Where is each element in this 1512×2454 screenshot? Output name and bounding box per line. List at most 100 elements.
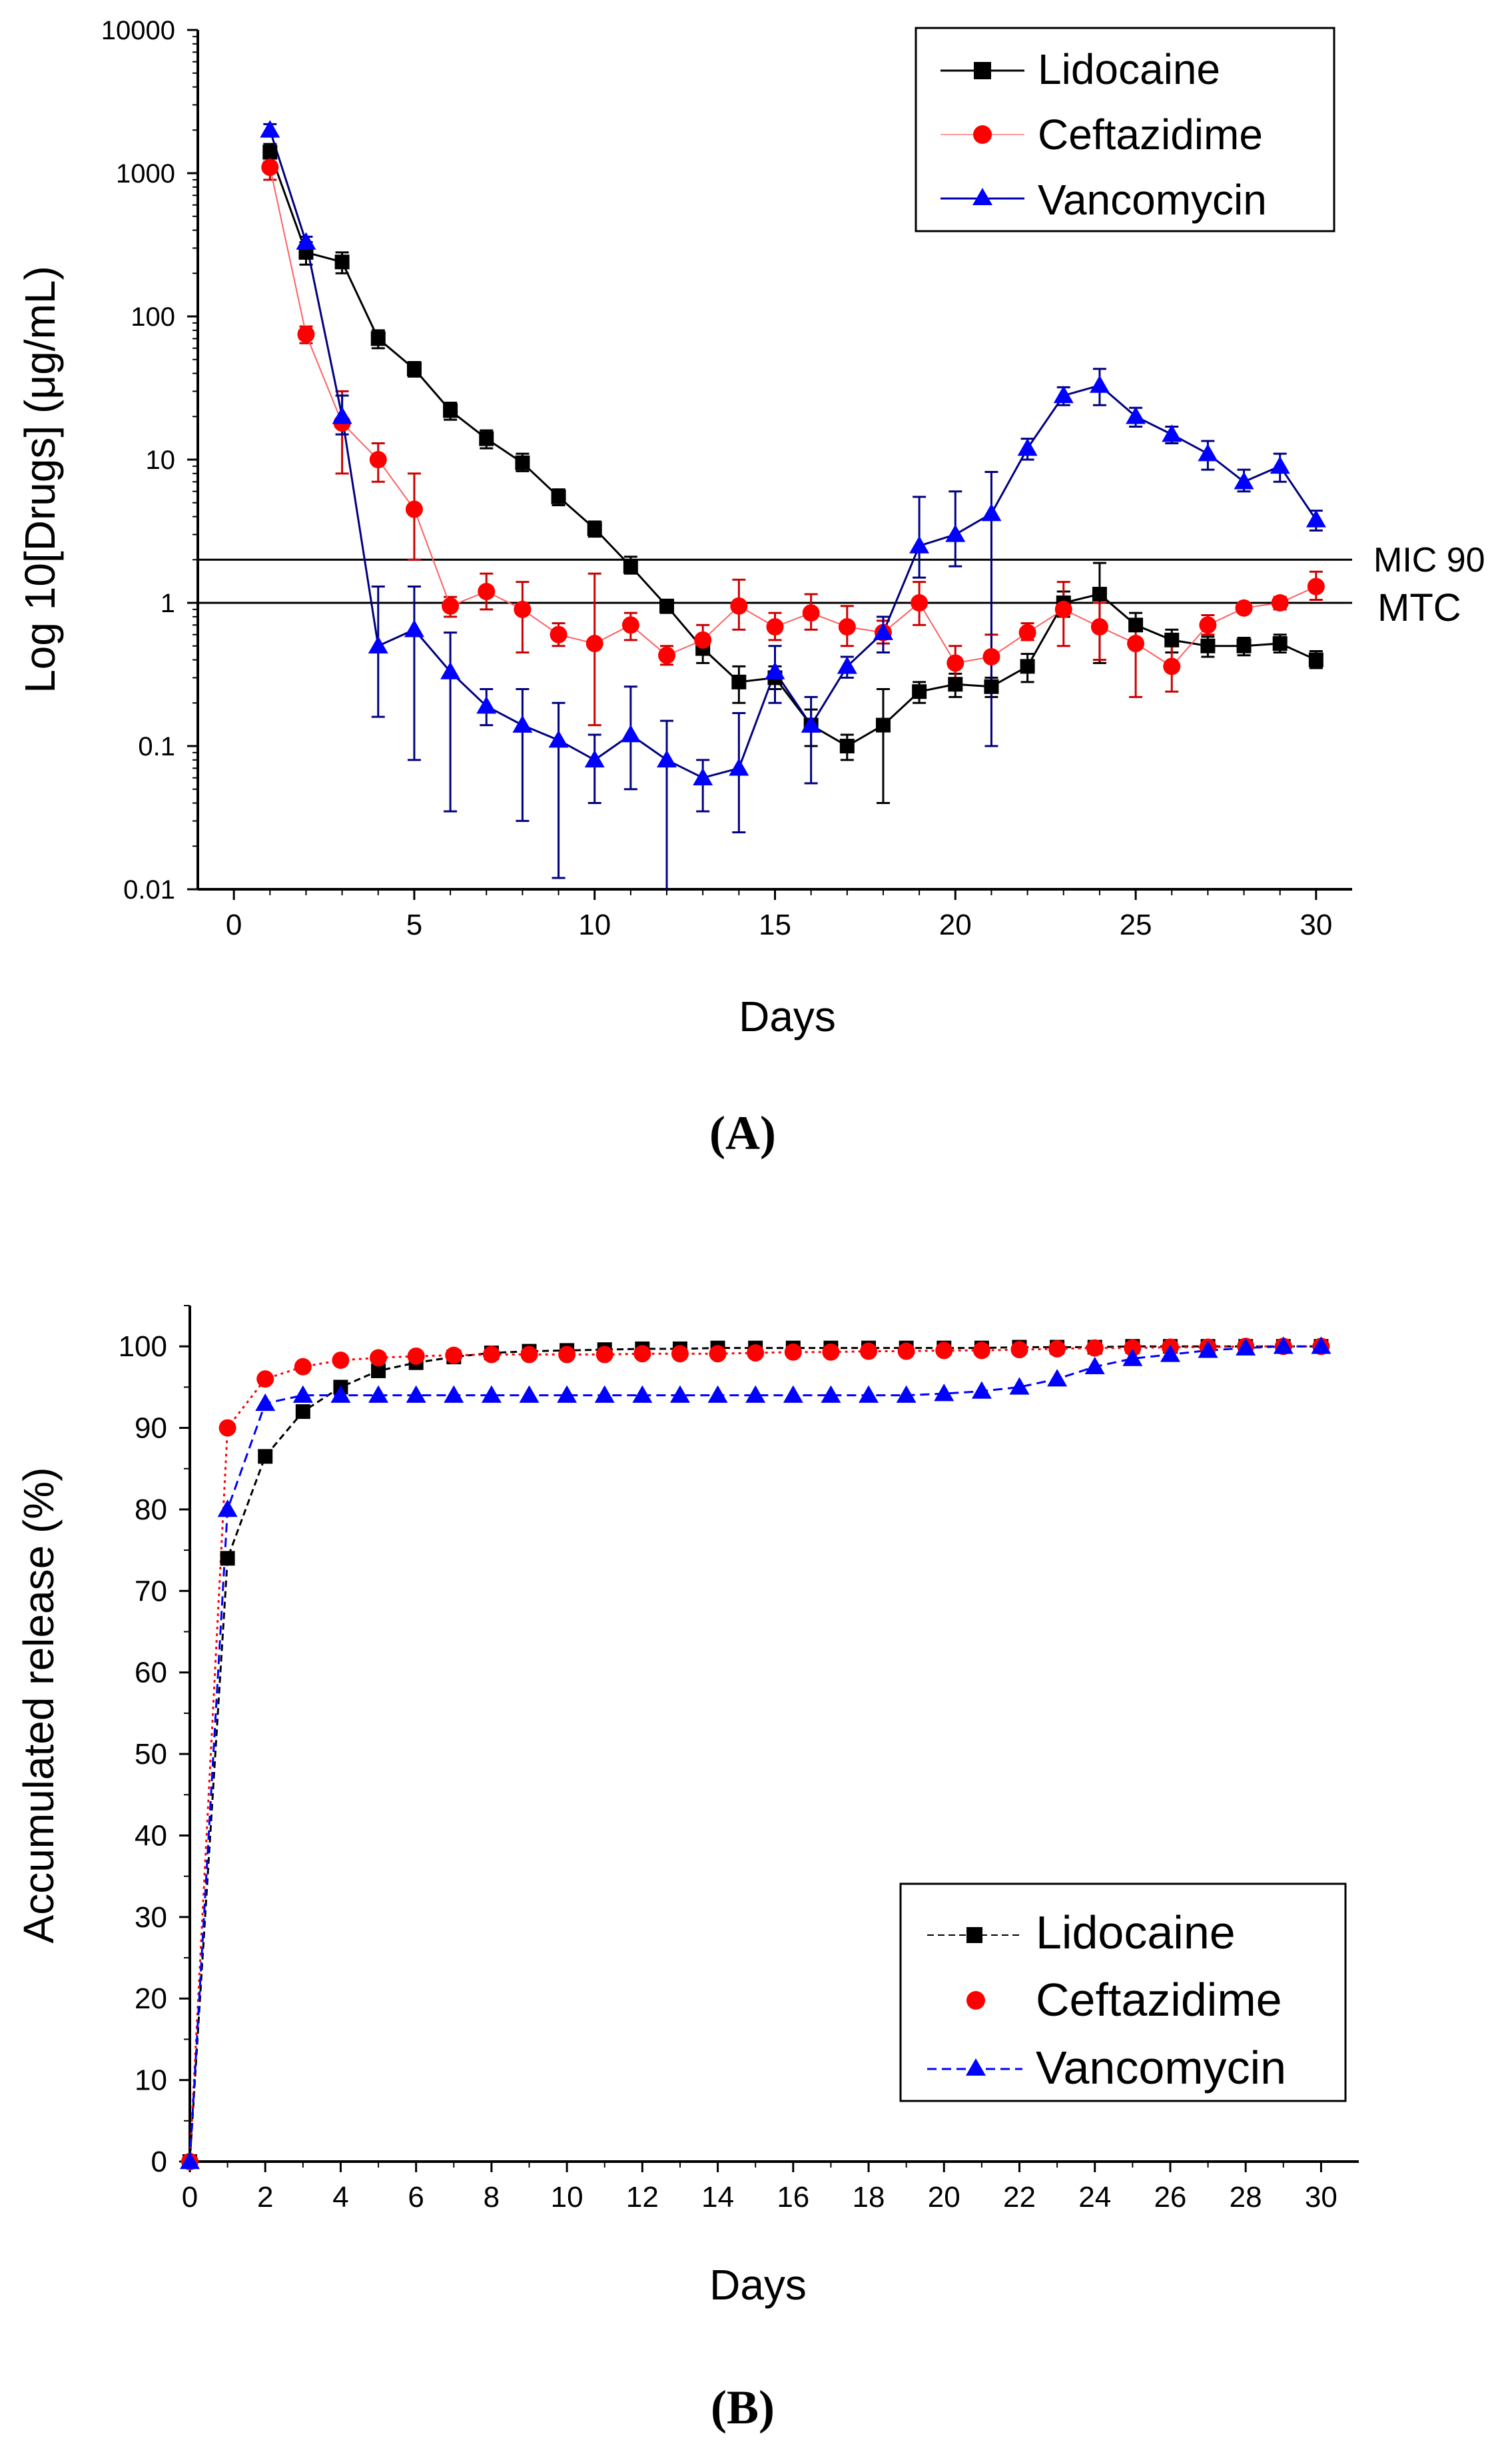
- panel-a-x-axis-title: Days: [739, 993, 836, 1040]
- vancomycin-point-a: [1089, 375, 1110, 393]
- legend-b-ceftazidime: Ceftazidime: [966, 1974, 1282, 2026]
- vancomycin-point-a: [945, 524, 966, 542]
- vancomycin-point-a: [1017, 438, 1038, 456]
- ceftazidime-point-b: [558, 1346, 576, 1364]
- ceftazidime-point-a: [478, 582, 496, 600]
- legend-a-vancomycin-label: Vancomycin: [1038, 176, 1267, 224]
- legend-b-lidocaine: Lidocaine: [927, 1906, 1236, 1958]
- panel-b-x-tick-label: 30: [1305, 2181, 1337, 2214]
- vancomycin-point-b: [859, 1385, 879, 1403]
- ceftazidime-point-b: [256, 1370, 274, 1388]
- lidocaine-point-a: [515, 455, 530, 470]
- ceftazidime-point-b: [747, 1344, 765, 1362]
- vancomycin-point-b: [444, 1385, 464, 1403]
- vancomycin-point-a: [1234, 472, 1254, 490]
- vancomycin-point-b: [594, 1385, 615, 1403]
- vancomycin-point-a: [1126, 406, 1146, 424]
- panel-b-legend: Lidocaine Ceftazidime Vancomycin: [899, 1882, 1347, 2102]
- vancomycin-point-b: [1236, 1338, 1256, 1356]
- panel-b-y-tick-label: 70: [135, 1575, 167, 1607]
- ceftazidime-point-b: [671, 1345, 689, 1363]
- vancomycin-point-b: [1198, 1340, 1218, 1358]
- vancomycin-point-b: [255, 1393, 276, 1412]
- ceftazidime-point-b: [822, 1343, 840, 1361]
- vancomycin-point-b: [896, 1385, 917, 1403]
- panel-a-y-tick-label: 0.01: [123, 875, 175, 905]
- vancomycin-point-b: [669, 1385, 690, 1403]
- ceftazidime-point-b: [633, 1345, 651, 1363]
- panel-b-y-tick-label: 30: [135, 1901, 167, 1934]
- vancomycin-point-a: [584, 749, 605, 768]
- ceftazidime-point-b: [332, 1351, 350, 1369]
- panel-b-x-tick-label: 8: [484, 2181, 500, 2214]
- ceftazidime-point-b: [1086, 1339, 1104, 1357]
- lidocaine-point-a: [262, 145, 278, 160]
- vancomycin-point-b: [557, 1385, 577, 1403]
- ceftazidime-point-b: [218, 1419, 236, 1437]
- lidocaine-point-a: [1128, 617, 1144, 633]
- ceftazidime-point-a: [694, 631, 712, 649]
- ceftazidime-point-a: [1127, 635, 1145, 653]
- panel-a-y-tick-label: 1000: [116, 159, 175, 189]
- ceftazidime-point-b: [860, 1342, 878, 1360]
- ceftazidime-point-b: [294, 1358, 312, 1376]
- legend-b-vancomycin-label: Vancomycin: [1036, 2042, 1286, 2094]
- vancomycin-point-b: [783, 1385, 803, 1403]
- vancomycin-point-a: [368, 635, 388, 653]
- vancomycin-point-b: [217, 1499, 238, 1517]
- lidocaine-point-a: [1200, 638, 1216, 653]
- vancomycin-point-b: [406, 1385, 426, 1403]
- lidocaine-point-a: [1092, 586, 1107, 602]
- vancomycin-point-a: [548, 730, 569, 748]
- panel-b-y-tick-label: 80: [135, 1493, 167, 1526]
- panel-b-x-tick-label: 4: [332, 2181, 348, 2214]
- vancomycin-point-b: [1160, 1344, 1180, 1362]
- panel-b-x-tick-label: 26: [1154, 2181, 1186, 2214]
- panel-b-y-tick-label: 0: [151, 2146, 167, 2178]
- panel-a-y-tick-label: 100: [131, 302, 175, 332]
- vancomycin-point-b: [481, 1385, 502, 1403]
- ceftazidime-point-a: [261, 159, 279, 177]
- vancomycin-point-b: [745, 1385, 766, 1403]
- panel-b-x-tick-label: 2: [257, 2181, 273, 2214]
- lidocaine-point-a: [623, 559, 638, 574]
- lidocaine-point-a: [875, 717, 891, 733]
- panel-b-y-tick-label: 20: [135, 1982, 167, 2015]
- vancomycin-point-a: [620, 724, 641, 743]
- lidocaine-point-a: [839, 739, 855, 753]
- ceftazidime-point-b: [482, 1346, 500, 1364]
- lidocaine-point-a: [1272, 636, 1288, 651]
- ceftazidime-point-a: [1271, 594, 1289, 612]
- panel-b-label: (B): [711, 2381, 775, 2434]
- ceftazidime-point-a: [838, 618, 856, 636]
- vancomycin-point-a: [1162, 424, 1182, 442]
- legend-a-vancomycin: Vancomycin: [941, 176, 1267, 224]
- ceftazidime-point-a: [405, 500, 423, 518]
- panel-a-y-tick-label: 10000: [101, 16, 175, 45]
- vancomycin-point-a: [1270, 456, 1290, 474]
- ceftazidime-point-a: [802, 604, 820, 622]
- lidocaine-point-a: [659, 598, 675, 614]
- panel-a-x-tick-label: 25: [1120, 909, 1152, 941]
- vancomycin-point-a: [1306, 510, 1326, 528]
- lidocaine-point-a: [1020, 659, 1035, 674]
- ceftazidime-point-b: [1048, 1340, 1066, 1358]
- vancomycin-point-a: [296, 232, 316, 250]
- lidocaine-point-a: [731, 674, 747, 689]
- ceftazidime-point-a: [658, 646, 676, 664]
- lidocaine-point-a: [334, 254, 350, 270]
- vancomycin-point-a: [476, 696, 497, 714]
- vancomycin-point-b: [180, 2152, 200, 2170]
- panel-b-x-tick-label: 20: [928, 2181, 960, 2214]
- ceftazidime-point-a: [369, 451, 387, 468]
- ceftazidime-point-a: [442, 597, 460, 615]
- vancomycin-point-b: [330, 1385, 351, 1403]
- panel-a-x-tick-label: 20: [939, 909, 972, 941]
- panel-b-x-axis-title: Days: [709, 2261, 807, 2309]
- vancomycin-point-b: [368, 1385, 389, 1403]
- lidocaine-point-a: [1236, 638, 1252, 653]
- mic90-label: MIC 90: [1373, 541, 1485, 580]
- ceftazidime-point-a: [1018, 623, 1036, 641]
- panel-b-x-tick-label: 18: [853, 2181, 885, 2214]
